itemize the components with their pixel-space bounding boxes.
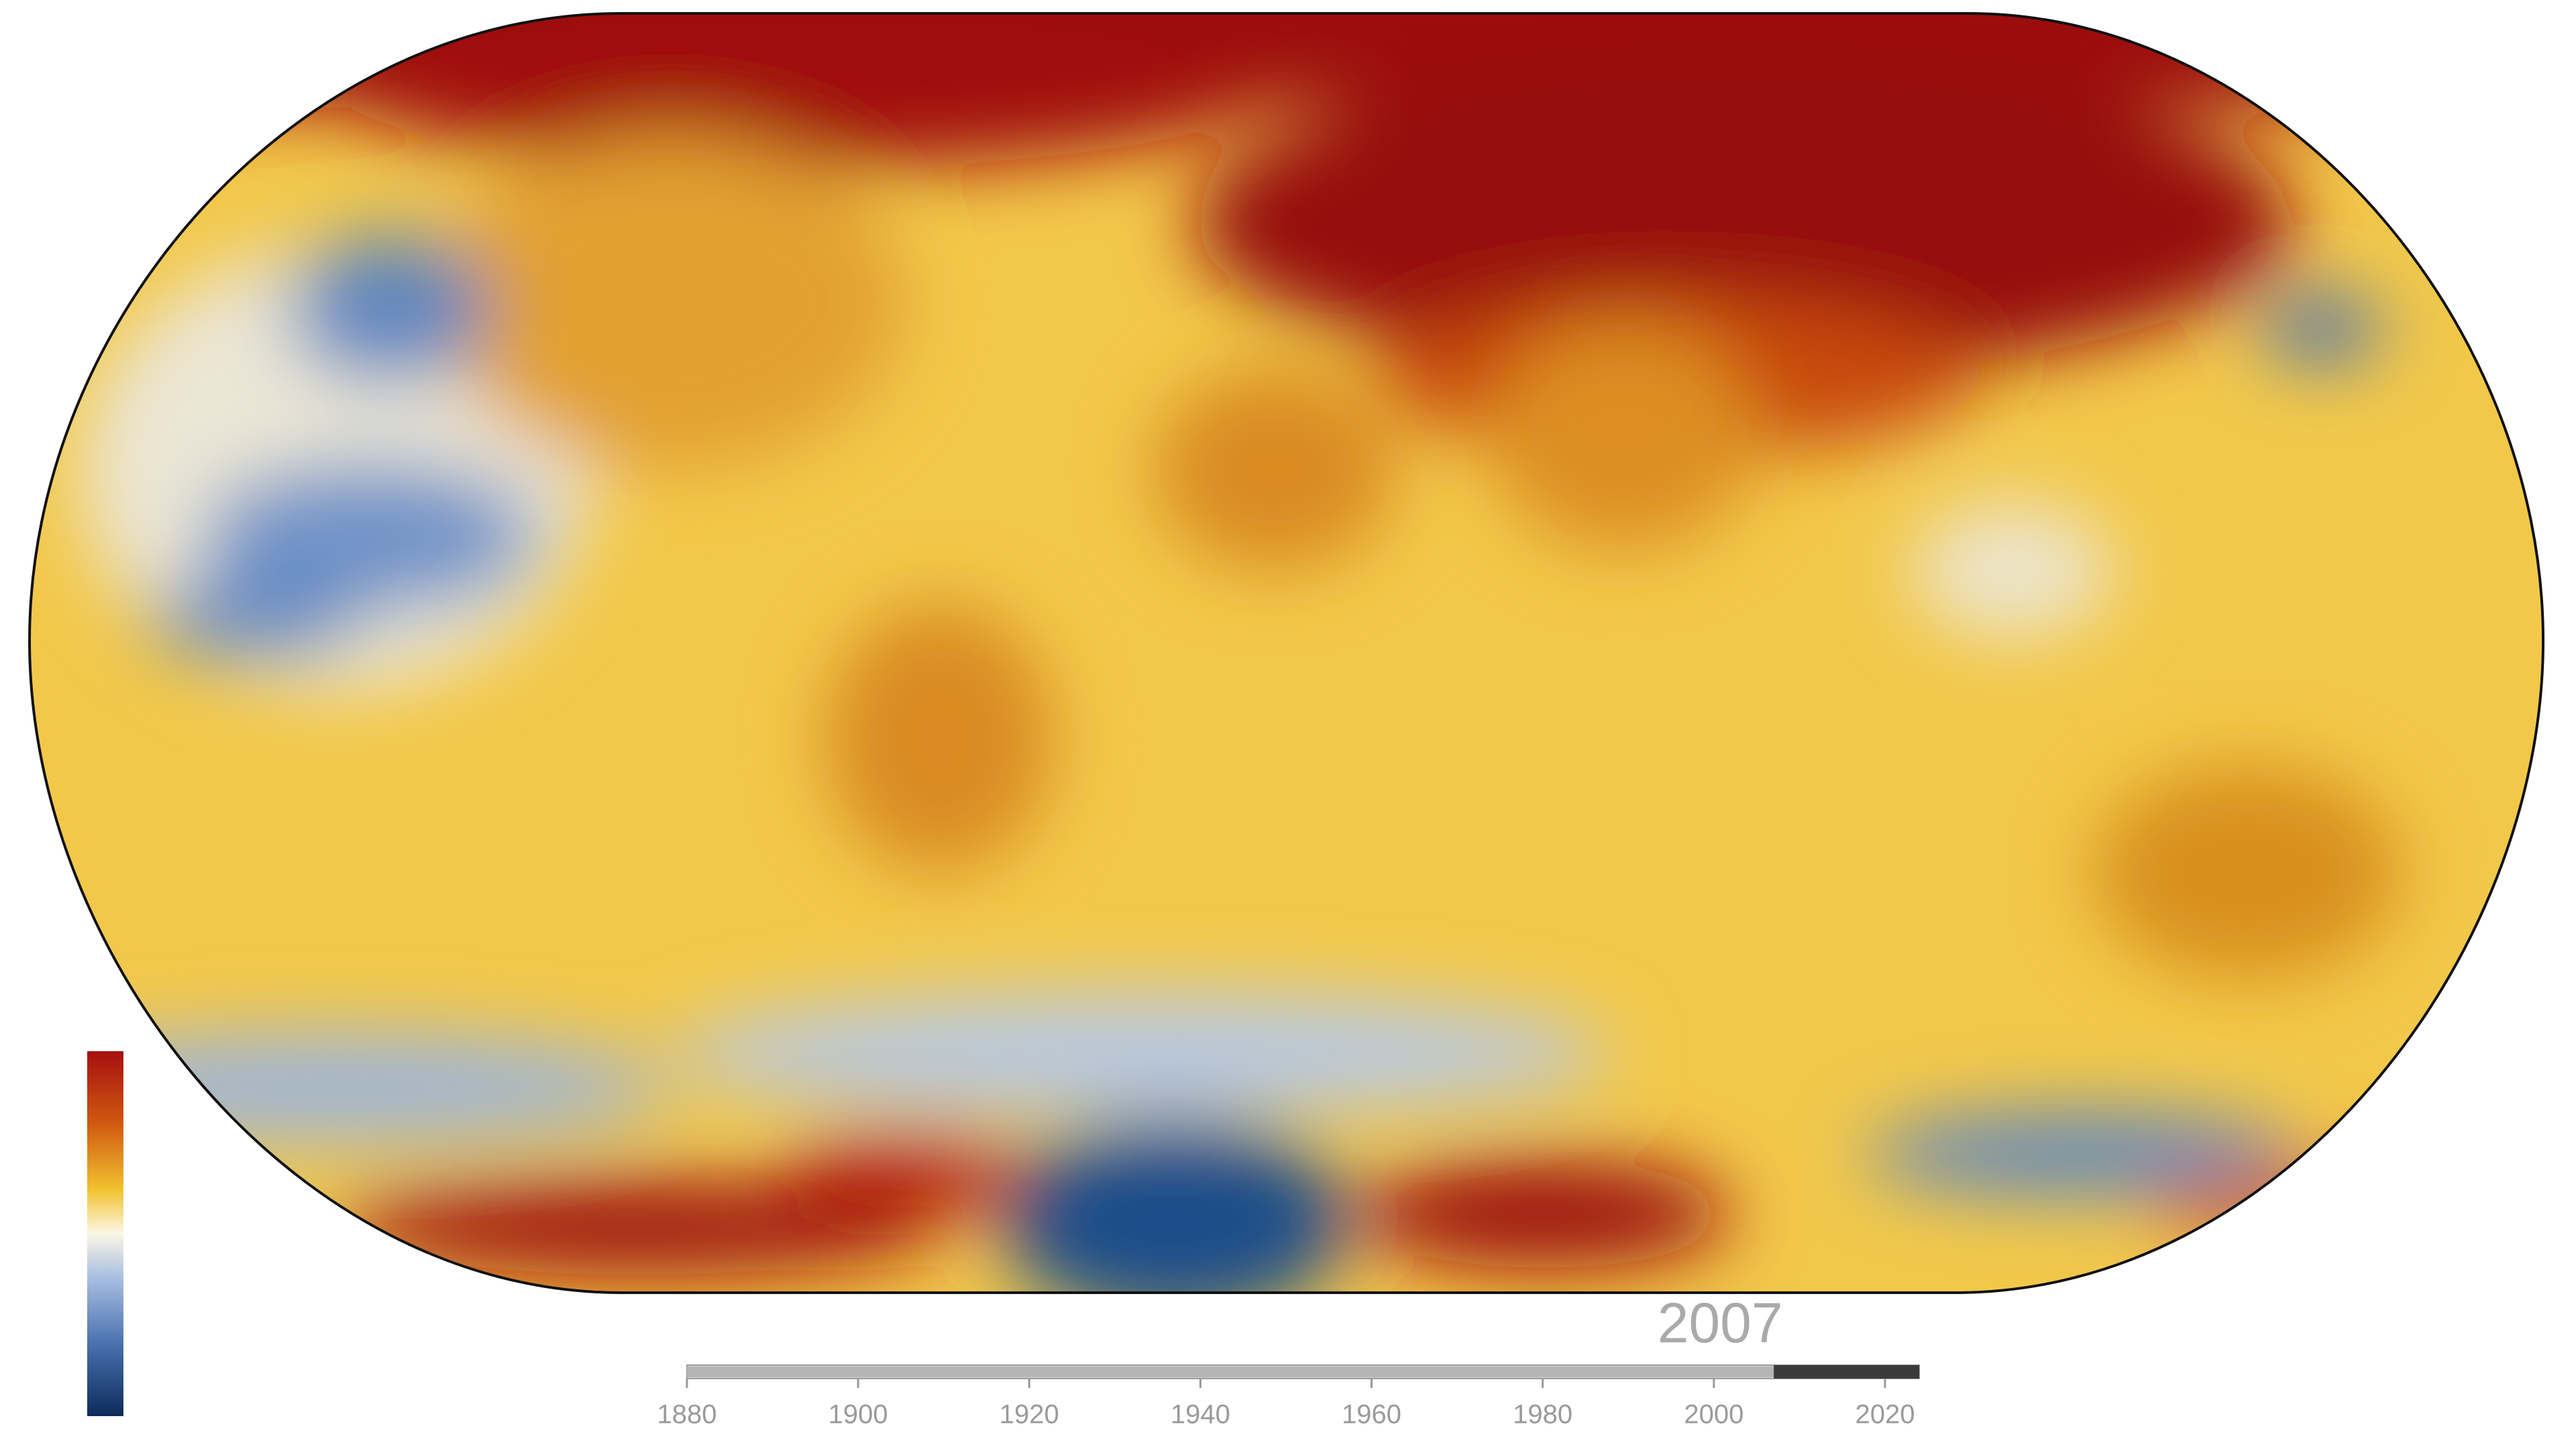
timeline-remaining [1774,1365,1919,1379]
timeline-tick-label: 1880 [657,1400,717,1430]
current-year-label: 2007 [1658,1291,1783,1354]
timeline-tick-label: 2020 [1855,1400,1915,1430]
timeline-progress [687,1366,1774,1377]
timeline-tick-label: 1920 [1000,1400,1059,1430]
timeline: 1880 1900 1920 1940 1960 1980 2000 2020 2007 [657,1291,1920,1430]
timeline-tick-label: 1960 [1342,1400,1401,1430]
color-scale [87,1051,123,1416]
timeline-tick-label: 1980 [1513,1400,1572,1430]
timeline-tick-label: 2000 [1684,1400,1743,1430]
timeline-tick-label: 1900 [828,1400,888,1430]
map-outline [28,12,2545,1294]
timeline-tick-label: 1940 [1171,1400,1230,1430]
